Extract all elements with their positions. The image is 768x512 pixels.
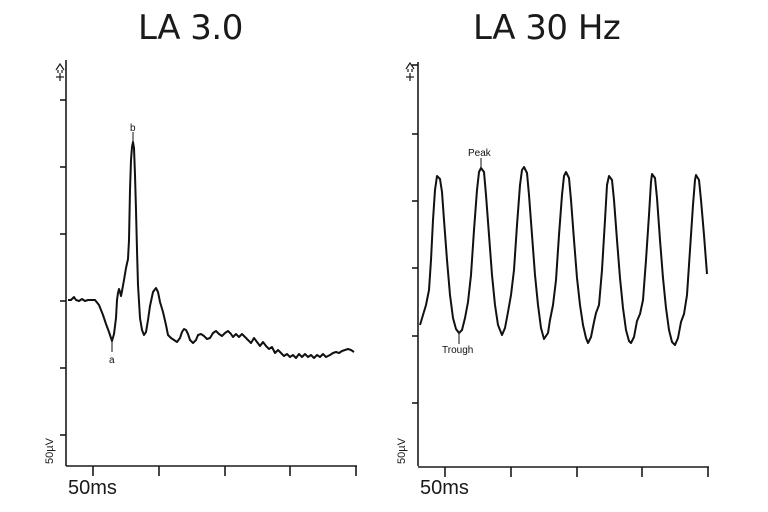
svg-text:b: b [130,123,136,134]
panel-title-left: LA 3.0 [138,8,243,48]
marker-a: a [109,342,115,366]
polarity-marker-left [55,62,65,81]
marker-b: b [130,123,136,142]
y-scale-label-right: 50µV [396,438,408,464]
x-scale-label-left: 50ms [68,477,117,499]
marker-trough: Trough [442,334,473,356]
x-scale-label-right: 50ms [420,477,469,499]
left-axes [60,60,357,476]
svg-text:a: a [109,355,115,366]
polarity-marker-right [405,61,415,81]
svg-text:Peak: Peak [468,148,492,159]
y-scale-label-left: 50µV [44,438,56,464]
svg-text:Trough: Trough [442,345,473,356]
marker-peak: Peak [468,148,492,168]
right-axes [412,62,709,477]
trace-la30 [68,141,355,359]
trace-30hz-flicker [419,166,708,346]
panel-title-right: LA 30 Hz [473,8,621,48]
